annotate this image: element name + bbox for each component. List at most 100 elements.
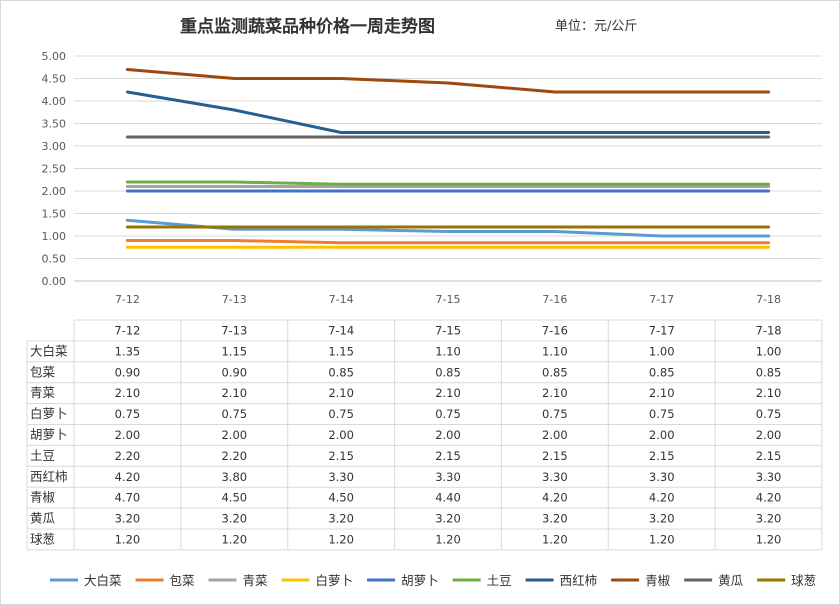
series-line — [125, 218, 771, 238]
y-tick-label: 4.00 — [42, 95, 67, 108]
x-tick-label: 7-18 — [756, 293, 781, 306]
table-cell: 3.30 — [649, 470, 675, 484]
table-cell: 1.10 — [435, 344, 461, 358]
table-cell: 1.20 — [649, 532, 675, 546]
table-cell: 1.10 — [542, 344, 568, 358]
table-cell: 1.15 — [221, 344, 247, 358]
table-cell: 2.00 — [435, 428, 461, 442]
table-cell: 4.70 — [115, 491, 141, 505]
y-tick-label: 0.00 — [42, 275, 67, 288]
table-cell: 3.20 — [221, 512, 247, 526]
table-cell: 2.00 — [221, 428, 247, 442]
legend-entry: 球葱 — [791, 573, 816, 588]
table-cell: 4.50 — [221, 491, 247, 505]
table-cell: 2.00 — [328, 428, 354, 442]
table-cell: 2.15 — [542, 449, 568, 463]
y-tick-label: 1.00 — [42, 230, 67, 243]
table-cell: 2.10 — [542, 386, 568, 400]
table-cell: 3.80 — [221, 470, 247, 484]
table-cell: 1.00 — [649, 344, 675, 358]
y-tick-label: 2.00 — [42, 185, 67, 198]
x-tick-label: 7-15 — [436, 293, 461, 306]
table-cell: 3.20 — [649, 512, 675, 526]
table-cell: 0.90 — [221, 365, 247, 379]
series-line — [125, 180, 771, 186]
table-cell: 4.50 — [328, 491, 354, 505]
legend-entry: 西红柿 — [560, 573, 598, 588]
table-cell: 1.20 — [328, 532, 354, 546]
table-cell: 1.20 — [542, 532, 568, 546]
table-row-label: 土豆 — [30, 448, 55, 463]
table-cell: 4.40 — [435, 491, 461, 505]
y-tick-label: 0.50 — [42, 253, 67, 266]
table-cell: 2.00 — [115, 428, 141, 442]
table-cell: 0.75 — [115, 407, 141, 421]
table-cell: 1.20 — [756, 532, 782, 546]
table-row-label: 包菜 — [30, 364, 56, 379]
table-cell: 0.75 — [756, 407, 782, 421]
table-cell: 3.20 — [542, 512, 568, 526]
table-cell: 4.20 — [542, 491, 568, 505]
unit-label: 单位：元/公斤 — [555, 19, 638, 34]
table-cell: 4.20 — [756, 491, 782, 505]
table-header-cell: 7-14 — [328, 323, 354, 337]
table-cell: 3.20 — [115, 512, 141, 526]
table-row-label: 黄瓜 — [30, 511, 56, 526]
table-cell: 0.75 — [542, 407, 568, 421]
table-cell: 2.15 — [756, 449, 782, 463]
table-row-label: 球葱 — [30, 531, 55, 546]
table-cell: 3.30 — [328, 470, 354, 484]
table-header-cell: 7-16 — [542, 323, 568, 337]
table-cell: 2.10 — [115, 386, 141, 400]
table-cell: 1.20 — [221, 532, 247, 546]
table-cell: 1.35 — [115, 344, 141, 358]
table-cell: 0.85 — [435, 365, 461, 379]
table-cell: 0.85 — [756, 365, 782, 379]
table-cell: 0.75 — [649, 407, 675, 421]
table-cell: 3.30 — [542, 470, 568, 484]
legend-entry: 白萝卜 — [316, 573, 354, 588]
legend-entry: 青椒 — [645, 573, 671, 588]
table-cell: 3.30 — [435, 470, 461, 484]
table-cell: 1.15 — [328, 344, 354, 358]
legend-entry: 土豆 — [487, 573, 512, 588]
y-tick-label: 1.50 — [42, 208, 67, 221]
table-cell: 2.10 — [221, 386, 247, 400]
table-cell: 4.20 — [649, 491, 675, 505]
chart-title: 重点监测蔬菜品种价格一周走势图 — [180, 17, 435, 37]
y-tick-label: 2.50 — [42, 163, 67, 176]
x-tick-label: 7-17 — [649, 293, 674, 306]
table-cell: 3.20 — [756, 512, 782, 526]
table-cell: 1.20 — [435, 532, 461, 546]
table-cell: 2.10 — [435, 386, 461, 400]
table-cell: 4.20 — [115, 470, 141, 484]
series-line — [125, 68, 771, 94]
table-header-cell: 7-18 — [756, 323, 782, 337]
x-tick-label: 7-12 — [115, 293, 140, 306]
y-tick-label: 5.00 — [42, 50, 67, 63]
table-cell: 0.75 — [435, 407, 461, 421]
x-tick-label: 7-16 — [542, 293, 567, 306]
table-cell: 2.15 — [649, 449, 675, 463]
x-tick-label: 7-13 — [222, 293, 247, 306]
legend-entry: 大白菜 — [84, 573, 122, 588]
table-cell: 0.75 — [328, 407, 354, 421]
table-cell: 0.85 — [328, 365, 354, 379]
table-cell: 3.20 — [435, 512, 461, 526]
table-header-cell: 7-17 — [649, 323, 675, 337]
legend-entry: 黄瓜 — [718, 573, 744, 588]
table-cell: 2.00 — [756, 428, 782, 442]
table-cell: 3.30 — [756, 470, 782, 484]
table-cell: 2.10 — [756, 386, 782, 400]
table-cell: 2.10 — [649, 386, 675, 400]
y-tick-label: 3.00 — [42, 140, 67, 153]
table-row-label: 西红柿 — [30, 469, 68, 484]
table-cell: 2.00 — [542, 428, 568, 442]
table-cell: 2.10 — [328, 386, 354, 400]
table-row-label: 大白菜 — [30, 343, 68, 358]
table-row-label: 青菜 — [30, 385, 56, 400]
table-cell: 1.00 — [756, 344, 782, 358]
y-tick-label: 4.50 — [42, 73, 67, 86]
table-cell: 2.15 — [435, 449, 461, 463]
